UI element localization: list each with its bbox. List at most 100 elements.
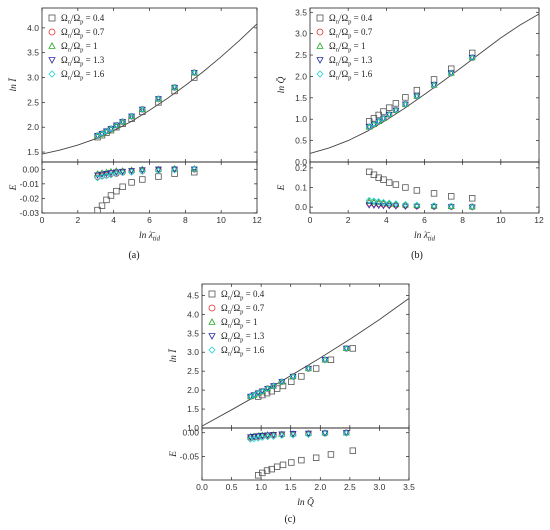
data-point (392, 100, 400, 107)
data-point (107, 192, 115, 199)
data-point (264, 430, 272, 438)
series-4 (94, 165, 198, 182)
bottom-plot-frame (41, 161, 258, 214)
data-point (278, 432, 286, 439)
data-point (247, 435, 254, 443)
data-point (402, 201, 409, 208)
legend-marker (208, 304, 216, 312)
data-point (413, 187, 421, 194)
series-3 (365, 54, 476, 131)
y-axis-label: ln Q̄ (275, 77, 287, 94)
y-tick-label: 2.5 (27, 97, 39, 107)
data-point (385, 179, 393, 186)
series-0 (254, 345, 357, 400)
legend-marker (208, 346, 216, 354)
series-0 (94, 168, 198, 214)
legend-entry: Ωn/Ωp = 0.7 (61, 27, 105, 40)
top-subplot: 0.0 0.5 1.0 1.5 2.0 2.5 3.0 3.5 ln Q̄ (275, 7, 540, 167)
data-point (128, 168, 135, 176)
data-point (270, 433, 277, 440)
bottom-plot-frame (309, 161, 540, 214)
legend-entry: Ωn/Ωp = 1 (221, 317, 257, 330)
chart-panel-b: 0.00.51.01.52.02.53.03.5ln Q̄0.00.10.2E0… (275, 7, 544, 261)
series-4 (365, 54, 476, 131)
data-point (392, 203, 400, 210)
x-tick-label: 4 (384, 215, 389, 225)
legend-entry: Ωn/Ωp = 0.4 (61, 13, 105, 26)
data-point (94, 206, 101, 214)
top-subplot: 1.5 2.0 2.5 3.0 3.5 4.0 ln Ī (7, 7, 258, 163)
data-point (447, 202, 455, 210)
y-tick-label: 3.0 (295, 29, 307, 39)
bottom-subplot: 0.00 -0.01 -0.02 -0.03 E (9, 161, 258, 218)
data-point (380, 108, 387, 115)
data-point (138, 165, 146, 172)
data-point (305, 365, 312, 372)
y-tick-label: 0.2 (295, 163, 307, 173)
data-point (258, 431, 266, 438)
data-point (254, 472, 262, 479)
legend-marker (208, 333, 216, 340)
data-point (190, 69, 198, 76)
panel-caption: (b) (411, 250, 423, 261)
data-point (258, 387, 266, 395)
data-point (312, 454, 320, 461)
data-point (327, 356, 335, 363)
x-tick-label: 0.0 (196, 482, 208, 492)
data-point (430, 202, 438, 209)
data-point (385, 199, 393, 207)
data-point (94, 132, 101, 140)
legend-marker (316, 42, 324, 49)
data-point (342, 429, 350, 437)
x-tick-label: 0 (308, 215, 313, 225)
data-point (370, 197, 378, 205)
data-point (264, 433, 272, 441)
x-axis-label: ln λ̄tid (139, 231, 161, 243)
data-point (375, 174, 382, 181)
data-point (119, 169, 126, 177)
y-tick-label: 1.5 (27, 147, 39, 157)
data-point (155, 95, 162, 103)
data-point (468, 54, 476, 61)
data-point (321, 430, 329, 438)
x-tick-label: 8 (460, 215, 465, 225)
data-point (119, 118, 126, 126)
data-point (94, 170, 102, 177)
data-point (254, 433, 262, 440)
x-tick-label: 6 (422, 215, 427, 225)
data-point (375, 117, 383, 125)
data-point (298, 456, 305, 464)
legend-marker (48, 14, 56, 22)
data-point (107, 171, 115, 179)
data-point (413, 86, 421, 94)
x-tick-label: 12 (252, 215, 262, 225)
data-point (155, 167, 162, 175)
data-point (138, 168, 146, 175)
data-point (258, 434, 266, 441)
data-point (365, 196, 373, 204)
y-tick-label: 1.0 (187, 423, 199, 433)
legend-entry: Ωn/Ωp = 1 (61, 41, 97, 54)
y-tick-label: 3.5 (187, 328, 199, 338)
data-point (289, 431, 297, 439)
data-point (413, 92, 421, 100)
data-point (380, 115, 387, 122)
fit-curve (309, 13, 540, 154)
data-point (380, 198, 387, 206)
y-tick-label: -0.02 (20, 193, 40, 203)
y-tick-label: 2.5 (295, 50, 307, 60)
y-tick-label: 4.0 (187, 309, 199, 319)
x-tick-label: 0 (40, 215, 45, 225)
top-subplot: 1.0 1.5 2.0 2.5 3.0 3.5 4.0 4.5 ln Ī (167, 283, 410, 433)
y-tick-label: -0.05 (180, 451, 200, 461)
data-point (370, 120, 378, 128)
chart-panel-a: 1.5 2.0 2.5 3.0 3.5 4.0 ln Ī 0.00 -0.01 -0.02 -0.0… (7, 7, 262, 261)
data-point (447, 69, 455, 77)
data-point (468, 203, 476, 210)
data-point (288, 378, 295, 385)
data-point (312, 365, 320, 372)
data-point (250, 433, 258, 441)
data-point (171, 87, 178, 95)
y-tick-label: -0.03 (20, 208, 40, 218)
fit-curve (41, 23, 258, 155)
